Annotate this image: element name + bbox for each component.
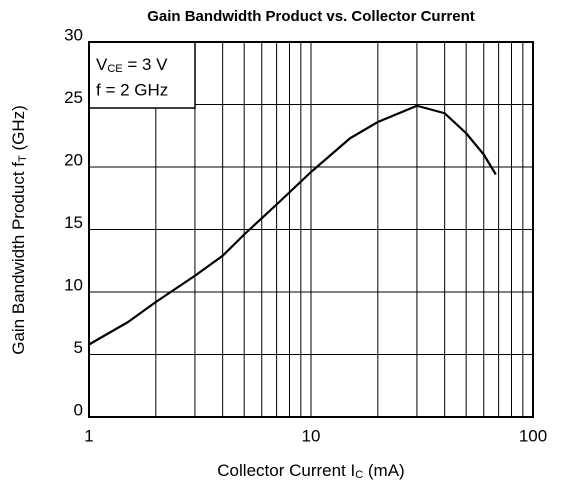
chart-title: Gain Bandwidth Product vs. Collector Cur… [147,8,475,25]
x-tick-label: 100 [519,426,547,445]
y-tick-label: 30 [64,25,83,44]
x-tick-label: 10 [302,426,321,445]
plot-frame [88,41,534,418]
y-tick-label: 5 [74,338,83,357]
line [88,104,497,346]
y-tick-label: 0 [74,400,83,419]
y-tick-label: 15 [64,213,83,232]
x-axis-label: Collector Current IC (mA) [217,461,404,480]
y-tick-label: 25 [64,88,83,107]
annotation: f = 2 GHz [96,80,168,99]
annotation: VCE = 3 V [96,55,168,74]
y-tick-label: 20 [64,150,83,169]
x-tick-label: 1 [84,426,93,445]
y-axis-label: Gain Bandwidth Product fT (GHz) [9,105,28,355]
y-tick-label: 10 [64,275,83,294]
